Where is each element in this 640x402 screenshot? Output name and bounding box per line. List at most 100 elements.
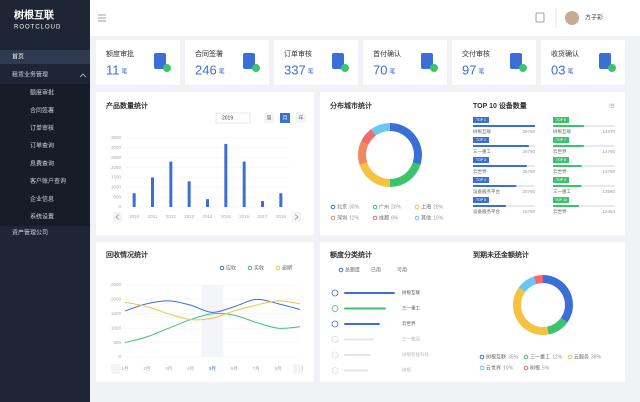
legend-dot [523, 365, 529, 371]
y-tick-label: 3500 [111, 135, 122, 140]
y-tick-label: 1000 [111, 184, 122, 189]
legend-dot [330, 204, 336, 210]
year-select[interactable] [215, 112, 251, 124]
item-name: 云世界 [473, 168, 487, 175]
x-tick-label: 6月 [231, 366, 238, 372]
rank-label: TOP 10 [555, 198, 567, 202]
bar [473, 205, 506, 207]
y-tick-label: 500 [113, 340, 121, 345]
stat-unit: 笔 [308, 68, 314, 76]
bar-track [553, 185, 615, 187]
stat-count: 246 [195, 62, 217, 77]
item-name: 树根互联 [473, 128, 491, 135]
x-tick-label: 8月 [275, 366, 282, 372]
quota-tab[interactable]: 已用 [371, 267, 381, 273]
legend-label: 其他 [421, 214, 431, 221]
donut-segment [518, 276, 537, 293]
item-name: 树根智能科技 [402, 351, 429, 358]
x-tick-label: 2015 [221, 214, 232, 219]
period-tab[interactable] [280, 113, 290, 123]
user-name[interactable]: 方子彩 [585, 14, 603, 22]
stat-unit: 笔 [567, 68, 573, 76]
y-tick-label: 3000 [111, 145, 122, 150]
rank-badge [473, 117, 489, 123]
quota-tab[interactable]: 可用 [397, 267, 407, 273]
card [96, 92, 314, 235]
menu-toggle[interactable] [98, 14, 106, 22]
x-tick-label: 5月 [209, 366, 216, 372]
item-value: 15760 [522, 209, 535, 214]
rank-badge [553, 137, 569, 143]
menu-item[interactable]: 首页 [12, 53, 24, 61]
period-tab-label[interactable]: 周 [266, 115, 271, 121]
card-title: 分布城市统计 [330, 101, 372, 110]
quota-tab[interactable]: 总额度 [345, 266, 360, 273]
rank-badge [473, 197, 489, 203]
next-button[interactable] [293, 364, 302, 374]
avatar[interactable] [565, 11, 579, 25]
stat-count: 03 [551, 62, 565, 77]
item-name: 三一重工 [553, 188, 571, 194]
stat-icon-badge [519, 64, 527, 72]
item-name: 树根互联 [402, 289, 420, 296]
bar [553, 205, 579, 207]
menu-item[interactable]: 合同签署 [30, 106, 54, 114]
next-button[interactable] [292, 212, 301, 222]
y-tick-label: 2500 [111, 282, 122, 287]
menu-item[interactable]: 客户账户查询 [30, 177, 66, 185]
rank-badge [553, 117, 569, 123]
bar [473, 145, 529, 147]
menu-item[interactable]: 系统设置 [30, 212, 54, 220]
menu-group[interactable]: 资产管理公司 [12, 229, 48, 237]
item-name: 树根互联 [553, 128, 571, 135]
year-value[interactable]: 2019 [222, 115, 233, 121]
menu-item[interactable]: 订单审核 [30, 124, 54, 132]
y-tick-label: 1500 [111, 175, 122, 180]
bar [553, 125, 584, 127]
legend-label: 云服务 [574, 353, 589, 360]
menu-arrow [79, 73, 87, 78]
menu-item[interactable]: 订单查询 [30, 142, 54, 150]
legend-label: 三一重工 [530, 353, 550, 360]
menu-item[interactable]: 额度审批 [30, 89, 54, 97]
x-tick-label: 2013 [184, 214, 195, 219]
item-value: 25760 [522, 169, 535, 174]
stat-count: 70 [373, 62, 387, 77]
prev-button[interactable] [111, 364, 120, 374]
donut-segment [389, 123, 422, 165]
card-title: 到期未还金额统计 [473, 250, 529, 259]
period-tab[interactable] [264, 113, 274, 123]
legend-value: 8% [391, 215, 399, 221]
legend-dot [523, 354, 529, 360]
bar-track [553, 125, 615, 127]
item-name: 设备服务平台 [473, 188, 500, 195]
menu-group[interactable]: 租赁业务管理 [12, 71, 48, 79]
prev-button[interactable] [113, 212, 122, 222]
legend-value: 12% [552, 354, 563, 360]
notice-icon[interactable] [535, 12, 545, 23]
period-tab-label[interactable]: 月 [282, 115, 287, 121]
x-tick-label: 2018 [276, 214, 287, 219]
legend-value: 38% [591, 354, 602, 360]
stat-title: 交付审核 [462, 49, 490, 58]
x-tick-label: 1月 [121, 366, 128, 372]
rank-label: TOP 3 [476, 158, 486, 162]
menu-active[interactable] [0, 50, 90, 64]
period-tab-label[interactable]: 年 [298, 114, 303, 121]
y-tick-label: 2000 [111, 297, 122, 302]
item-name: 三一重工 [402, 305, 420, 311]
donut-segment [542, 275, 573, 323]
period-tab[interactable] [296, 113, 306, 123]
stat-icon-badge [430, 64, 438, 72]
stat-icon-badge [252, 64, 260, 72]
menu-item[interactable]: 企业信息 [30, 195, 54, 203]
donut-segment [371, 123, 391, 136]
bar-track [553, 205, 615, 207]
submenu-bg [0, 84, 90, 226]
menu-item[interactable]: 息费查询 [30, 159, 54, 167]
item-name: 树根 [402, 367, 411, 374]
stat-count: 11 [106, 62, 120, 77]
bar [553, 185, 582, 187]
logo-sub: ROOTCLOUD [14, 25, 61, 31]
